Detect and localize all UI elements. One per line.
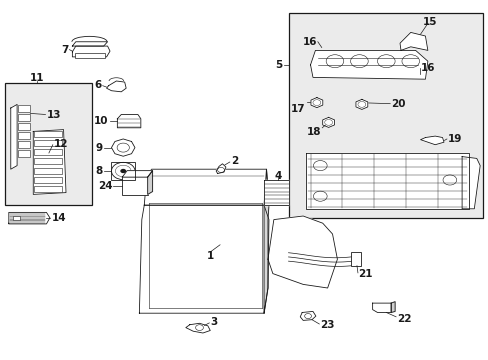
Text: 3: 3 bbox=[210, 317, 217, 327]
Polygon shape bbox=[117, 114, 141, 128]
FancyBboxPatch shape bbox=[34, 149, 61, 155]
FancyBboxPatch shape bbox=[34, 186, 61, 192]
Text: 2: 2 bbox=[230, 156, 238, 166]
Polygon shape bbox=[420, 136, 443, 145]
Text: 5: 5 bbox=[275, 60, 282, 70]
Text: 12: 12 bbox=[54, 139, 68, 149]
Polygon shape bbox=[300, 311, 315, 320]
Text: 1: 1 bbox=[206, 251, 213, 261]
Text: 6: 6 bbox=[94, 80, 102, 90]
FancyBboxPatch shape bbox=[18, 105, 30, 112]
Text: 18: 18 bbox=[306, 127, 321, 137]
Text: 8: 8 bbox=[95, 166, 102, 176]
FancyBboxPatch shape bbox=[18, 141, 30, 148]
Polygon shape bbox=[72, 42, 107, 46]
FancyBboxPatch shape bbox=[18, 132, 30, 139]
Polygon shape bbox=[267, 216, 337, 288]
Polygon shape bbox=[147, 171, 152, 194]
Text: 15: 15 bbox=[422, 17, 437, 27]
Text: 11: 11 bbox=[29, 73, 44, 84]
Polygon shape bbox=[11, 104, 17, 169]
Polygon shape bbox=[33, 130, 66, 194]
Polygon shape bbox=[390, 302, 394, 312]
Polygon shape bbox=[355, 99, 367, 109]
Polygon shape bbox=[216, 164, 225, 174]
FancyBboxPatch shape bbox=[18, 114, 30, 121]
Polygon shape bbox=[461, 157, 479, 209]
Polygon shape bbox=[122, 171, 152, 177]
Polygon shape bbox=[264, 180, 289, 205]
Text: 16: 16 bbox=[420, 63, 434, 73]
Polygon shape bbox=[372, 303, 390, 312]
FancyBboxPatch shape bbox=[75, 53, 104, 58]
FancyBboxPatch shape bbox=[122, 177, 148, 195]
Polygon shape bbox=[310, 98, 322, 108]
Text: 21: 21 bbox=[357, 269, 372, 279]
Polygon shape bbox=[264, 169, 268, 313]
Text: 24: 24 bbox=[98, 181, 112, 191]
FancyBboxPatch shape bbox=[34, 131, 61, 137]
Text: 23: 23 bbox=[320, 320, 334, 330]
Polygon shape bbox=[399, 32, 427, 50]
Polygon shape bbox=[144, 169, 268, 205]
Text: 7: 7 bbox=[61, 45, 68, 55]
FancyBboxPatch shape bbox=[350, 252, 361, 266]
Polygon shape bbox=[72, 46, 110, 57]
FancyBboxPatch shape bbox=[13, 216, 20, 220]
Polygon shape bbox=[106, 81, 126, 92]
Text: 4: 4 bbox=[273, 171, 281, 181]
FancyBboxPatch shape bbox=[34, 158, 61, 164]
FancyBboxPatch shape bbox=[289, 13, 482, 218]
Text: 19: 19 bbox=[447, 134, 461, 144]
Circle shape bbox=[111, 162, 135, 180]
Circle shape bbox=[120, 169, 126, 173]
Polygon shape bbox=[9, 212, 50, 224]
Polygon shape bbox=[310, 50, 427, 79]
FancyBboxPatch shape bbox=[5, 83, 92, 205]
Text: 10: 10 bbox=[94, 116, 108, 126]
FancyBboxPatch shape bbox=[18, 123, 30, 130]
Polygon shape bbox=[322, 117, 334, 127]
Text: 22: 22 bbox=[396, 314, 411, 324]
Polygon shape bbox=[139, 205, 268, 313]
Text: 17: 17 bbox=[290, 104, 305, 114]
Polygon shape bbox=[185, 323, 210, 333]
FancyBboxPatch shape bbox=[34, 140, 61, 146]
FancyBboxPatch shape bbox=[18, 150, 30, 157]
Text: 16: 16 bbox=[302, 37, 316, 47]
FancyBboxPatch shape bbox=[34, 168, 61, 174]
Polygon shape bbox=[305, 153, 468, 209]
Text: 13: 13 bbox=[46, 110, 61, 120]
Polygon shape bbox=[111, 139, 135, 156]
Text: 9: 9 bbox=[95, 143, 102, 153]
FancyBboxPatch shape bbox=[34, 177, 61, 183]
Text: 20: 20 bbox=[390, 99, 405, 109]
Text: 14: 14 bbox=[51, 213, 66, 223]
